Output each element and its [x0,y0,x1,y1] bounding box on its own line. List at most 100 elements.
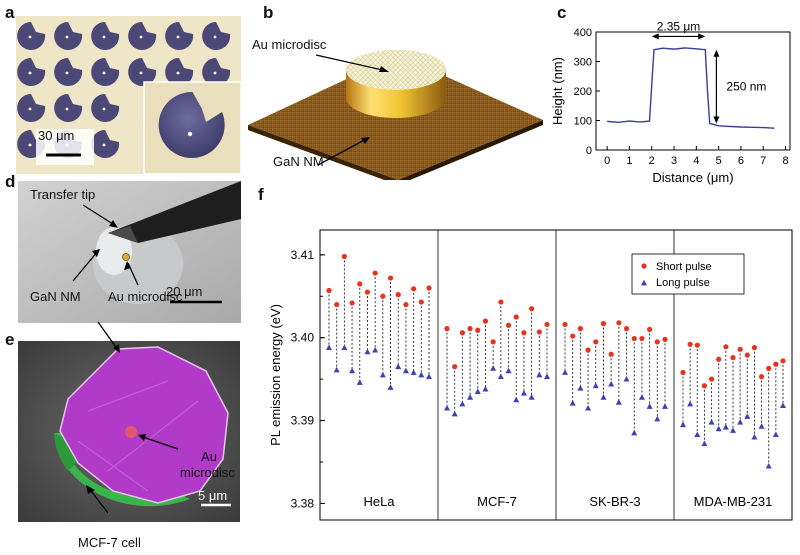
panel-e-letter: e [5,330,15,349]
panel-f-long-pulse-point [631,429,638,436]
panel-f-long-pulse-point [577,385,584,391]
panel-f-short-pulse-point [521,330,527,336]
panel-e-disc-arrow [139,435,179,450]
panel-a-disc [54,58,83,86]
panel-f-legend-short-label: Short pulse [656,261,712,273]
panel-b-nm-arrow [317,137,369,166]
panel-a-au-dot [139,71,143,75]
panel-b-surface-edge-right [398,120,543,180]
panel-a-disc [17,22,46,50]
panel-f-long-pulse-point [772,431,779,438]
panel-f-short-pulse-point [459,330,465,336]
panel-f-long-pulse-point [402,367,409,374]
panel-f-long-pulse-point [364,348,371,355]
panel-a-au-dot [176,71,180,75]
panel-f-long-pulse-point [662,403,668,409]
panel-f-short-pulse-point [482,318,489,324]
panel-f-group-label: SK-BR-3 [589,494,640,509]
panel-f-legend-long-marker [641,279,647,286]
panel-f-short-pulse-point [395,292,401,298]
panel-f-short-pulse-point [467,326,473,332]
panel-f-short-pulse-point [426,285,432,291]
panel-f-long-pulse-point [737,419,744,425]
panel-a-disc [91,130,120,158]
panel-f-pl-energy-chart: 3.38 3.39 3.40 3.41 PL emission energy (eV) H… [268,229,793,521]
panel-a-au-dot [213,35,217,39]
panel-a-disc [17,94,46,122]
panel-f-short-pulse-point [639,335,645,342]
panel-a-letter: a [5,3,15,22]
panel-c-y-tick-label: 300 [574,57,592,69]
panel-a-micrograph [16,16,241,174]
panel-f-long-pulse-point [765,462,772,469]
panel-f-long-pulse-point [680,421,686,428]
panel-f-short-pulse-point [701,383,708,389]
panel-f-short-pulse-point [737,346,743,352]
panel-e-au-disc [125,426,137,438]
panel-f-short-pulse-point [600,321,607,327]
panel-f-legend-short-marker [641,263,647,269]
panel-f-short-pulse-point [687,341,693,347]
panel-f-group-label: MDA-MB-231 [694,494,773,509]
panel-e-scalebar-label: 5 μm [198,488,228,503]
panel-f-long-pulse-point [758,423,765,429]
panel-a-au-dot [28,35,32,39]
panel-d-disc-label: Au microdisc [108,289,183,304]
panel-f-short-pulse-point [475,327,481,333]
panel-f-long-pulse-point [708,419,715,425]
panel-c-y-axis-label: Height (nm) [550,57,565,125]
panel-f-long-pulse-point [482,385,489,392]
panel-a-au-dot [28,71,32,75]
panel-f-long-pulse-point [505,367,512,374]
panel-f-short-pulse-point [505,322,512,328]
panel-f-y-tick-label: 3.38 [291,496,315,510]
panel-f-long-pulse-point [474,388,481,394]
panel-f-letter: f [258,185,264,204]
panel-a-disc [54,94,83,122]
panel-a-au-dot [102,143,106,147]
panel-f-short-pulse-point [758,374,765,380]
panel-a-au-dot [102,107,106,111]
panel-f-long-pulse-point [387,384,394,390]
panel-c-height-arrowhead-bottom [713,116,720,124]
panel-f-long-pulse-point [513,396,520,403]
panel-f-long-pulse-point [326,344,332,351]
panel-f-group-label: HeLa [363,494,395,509]
panel-f-short-pulse-point [608,351,614,357]
panel-a-disc-array [17,22,231,158]
panel-f-short-pulse-point [403,301,409,308]
panel-a-scalebar-box [36,129,94,165]
panel-f-long-pulse-point [600,394,607,400]
panel-a-au-dot [28,143,32,147]
panel-b-disc-arrow [315,54,388,72]
panel-f-short-pulse-point [730,355,736,361]
panel-f-long-pulse-point [592,382,599,389]
panel-f-short-pulse-point [498,299,504,305]
panel-f-short-pulse-point [326,287,332,294]
panel-f-long-pulse-point [638,394,645,400]
panel-f-short-pulse-point [529,306,535,312]
panel-a-au-dot [102,71,106,75]
panel-f-long-pulse-point [459,400,466,407]
panel-f-long-pulse-point [372,346,379,353]
panel-f-y-tick-label: 3.41 [291,248,315,262]
panel-f-long-pulse-point [694,431,701,438]
panel-f-long-pulse-point [528,394,535,400]
panel-f-long-pulse-point [544,373,550,380]
panel-c-y-tick-label: 200 [574,86,592,98]
panel-c-x-tick-label: 8 [782,155,788,167]
panel-f-short-pulse-point [364,289,371,295]
panel-f-long-pulse-point [418,371,425,378]
panel-c-width-arrowhead-left [651,33,659,40]
panel-e-sem-image [18,341,240,522]
panel-f-short-pulse-point [585,347,591,353]
panel-c-height-arrowhead-top [713,49,720,57]
panel-f-short-pulse-point [349,300,355,306]
panel-f-short-pulse-point [780,358,786,364]
panel-f-short-pulse-point [631,335,637,342]
panel-f-short-pulse-point [452,364,458,370]
panel-f-long-pulse-point [623,375,630,382]
panel-f-long-pulse-point [608,380,615,387]
panel-d-tip-arrow [82,204,117,227]
panel-c-x-tick-label: 0 [604,155,610,167]
